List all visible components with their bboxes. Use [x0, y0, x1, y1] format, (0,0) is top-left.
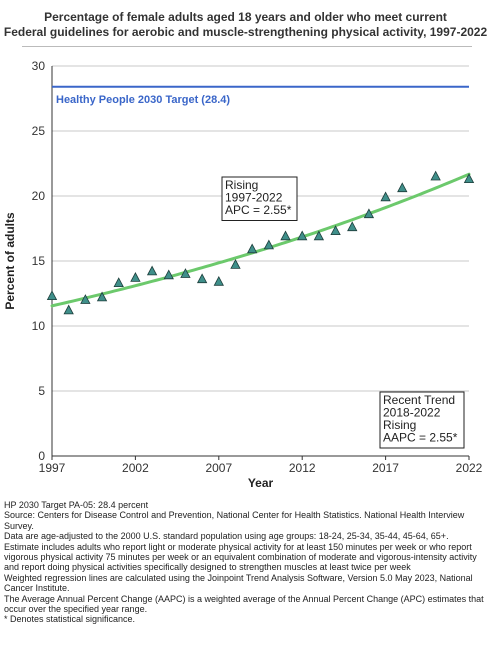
annotation-recent-trend-line: Rising	[383, 418, 416, 432]
annotation-recent-trend-line: 2018-2022	[383, 406, 441, 420]
data-point	[46, 290, 58, 301]
footnote: * Denotes statistical significance.	[4, 614, 136, 625]
data-point	[263, 239, 275, 250]
annotation-recent-trend-line: AAPC = 2.55*	[383, 431, 458, 445]
trend-layer	[50, 172, 471, 308]
annotation-apc-line: Rising	[225, 178, 258, 192]
data-point	[430, 170, 441, 181]
y-tick-label: 0	[38, 449, 45, 463]
footnote: Weighted regression lines are calculated…	[4, 572, 473, 594]
data-point	[130, 272, 141, 282]
data-point	[180, 268, 191, 278]
y-tick-label: 25	[32, 124, 46, 138]
y-tick-label: 20	[32, 189, 46, 203]
data-point	[280, 230, 291, 241]
annotation-apc-box	[221, 176, 298, 221]
data-point	[146, 265, 158, 276]
data-point	[113, 277, 124, 288]
chart-area: 0 5 10 15 20 25 30 1997 2002 2007 2012 2017 2022 Year…	[3, 59, 483, 490]
x-axis-title: Year	[248, 476, 274, 490]
y-axis-title: Percent of adults	[3, 212, 17, 310]
data-point	[213, 275, 224, 286]
data-point	[347, 221, 358, 232]
data-point	[463, 173, 475, 184]
data-point	[163, 269, 174, 280]
annotation-recent-trend-box	[379, 391, 465, 449]
data-point	[313, 230, 325, 241]
footnotes: HP 2030 Target PA-05: 28.4 percent Sourc…	[4, 500, 488, 625]
y-tick-label: 10	[32, 319, 46, 333]
data-point	[63, 304, 74, 315]
annotation-apc-line: APC = 2.55*	[225, 203, 292, 217]
chart-title-line-1: Percentage of female adults aged 18 year…	[44, 10, 447, 24]
x-tick-label: 2007	[205, 461, 232, 475]
annotation-recent-trend-line: Recent Trend	[383, 393, 455, 407]
points-layer	[46, 170, 475, 315]
footnote: Estimate includes adults who report ligh…	[4, 541, 477, 573]
chart-title: Percentage of female adults aged 18 year…	[0, 10, 491, 40]
data-point	[380, 191, 391, 202]
trend-line	[50, 172, 471, 308]
y-tick-label: 5	[38, 384, 45, 398]
y-tick-label: 15	[32, 254, 46, 268]
y-tick-label: 30	[32, 59, 46, 73]
annotation-apc-line: 1997-2022	[225, 191, 283, 205]
footnote: Source: Centers for Disease Control and …	[4, 510, 465, 531]
target-label: Healthy People 2030 Target (28.4)	[56, 94, 230, 106]
grid-layer	[52, 65, 469, 392]
x-tick-label: 1997	[39, 461, 66, 475]
data-point	[297, 230, 308, 241]
data-point	[397, 182, 408, 193]
x-tick-label: 2012	[289, 461, 316, 475]
data-point	[330, 225, 341, 236]
data-point	[230, 259, 241, 269]
title-divider	[22, 46, 472, 47]
x-tick-label: 2022	[456, 461, 483, 475]
target-layer: Healthy People 2030 Target (28.4)	[52, 85, 469, 106]
data-point	[246, 243, 258, 254]
data-point	[96, 291, 108, 302]
x-tick-label: 2017	[372, 461, 399, 475]
footnote: The Average Annual Percent Change (AAPC)…	[4, 593, 484, 615]
data-point	[363, 208, 375, 219]
footnote: Data are age-adjusted to the 2000 U.S. s…	[4, 531, 449, 542]
data-point	[196, 273, 208, 284]
x-tick-label: 2002	[122, 461, 149, 475]
footnote: HP 2030 Target PA-05: 28.4 percent	[4, 500, 149, 510]
data-point	[80, 294, 91, 304]
axis-layer: 0 5 10 15 20 25 30 1997 2002 2007 2012 2017 2022 Year…	[3, 59, 483, 490]
chart-title-line-2: Federal guidelines for aerobic and muscl…	[3, 25, 488, 39]
